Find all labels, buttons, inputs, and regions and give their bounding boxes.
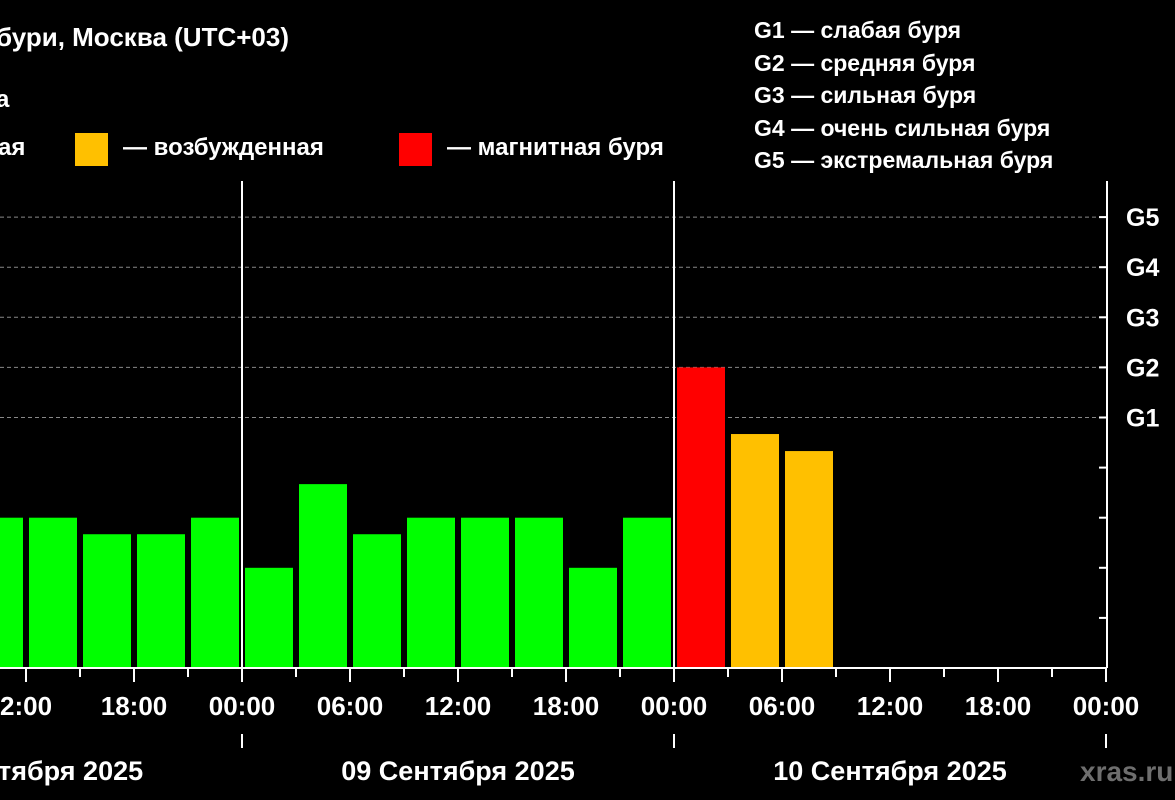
day-label-1: 09 Сентября 2025	[341, 756, 574, 786]
bar-10	[515, 517, 563, 668]
x-tick-label-10: 00:00	[1073, 691, 1140, 721]
g-scale-item-g2: G2 — средняя буря	[754, 49, 976, 76]
g-scale-legend: G1 — слабая буря G2 — средняя буря G3 — …	[754, 14, 1053, 177]
storm-level-label-3: G4	[1126, 254, 1159, 282]
bar-8	[407, 517, 455, 668]
bar-2	[83, 534, 131, 668]
g-scale-item-g3: G3 — сильная буря	[754, 82, 977, 108]
bar-9	[461, 517, 509, 668]
bar-3	[137, 534, 185, 668]
storm-level-label-4: G5	[1126, 204, 1159, 232]
legend-storm-label: — магнитная буря	[447, 134, 664, 161]
chart-subtitle: а	[0, 86, 10, 113]
x-tick-label-0: 2:00	[0, 691, 52, 721]
g-scale-item-g1: G1 — слабая буря	[754, 17, 962, 43]
bar-15	[785, 451, 833, 668]
x-tick-label-4: 12:00	[425, 691, 492, 721]
storm-level-label-1: G2	[1126, 354, 1159, 382]
bar-0	[0, 517, 23, 668]
x-tick-label-1: 18:00	[101, 691, 168, 721]
g-scale-item-g5: G5 — экстремальная буря	[754, 147, 1054, 173]
x-tick-label-8: 12:00	[857, 691, 924, 721]
x-tick-label-2: 00:00	[209, 691, 276, 721]
bar-11	[569, 567, 617, 668]
legend-quiet-label: ая	[0, 134, 26, 161]
day-label-0: тября 2025	[0, 756, 143, 786]
watermark: xras.ru	[1080, 756, 1174, 787]
bar-12	[623, 517, 671, 668]
day-label-2: 10 Сентября 2025	[773, 756, 1006, 786]
bar-5	[245, 567, 293, 668]
x-tick-label-3: 06:00	[317, 691, 384, 721]
x-tick-label-9: 18:00	[965, 691, 1032, 721]
bar-6	[299, 484, 347, 668]
storm-level-label-2: G3	[1126, 304, 1159, 332]
bar-13	[677, 367, 725, 668]
x-tick-label-6: 00:00	[641, 691, 708, 721]
bar-4	[191, 517, 239, 668]
x-tick-label-7: 06:00	[749, 691, 816, 721]
g-scale-item-g4: G4 — очень сильная буря	[754, 114, 1051, 141]
bar-14	[731, 434, 779, 668]
bar-1	[29, 517, 77, 668]
legend-storm-swatch	[399, 133, 432, 166]
legend-active-swatch	[75, 133, 108, 166]
legend-active-label: — возбужденная	[123, 134, 324, 161]
storm-level-label-0: G1	[1126, 405, 1159, 433]
x-tick-label-5: 18:00	[533, 691, 600, 721]
bar-7	[353, 534, 401, 668]
chart-title: бури, Москва (UTC+03)	[0, 22, 289, 52]
